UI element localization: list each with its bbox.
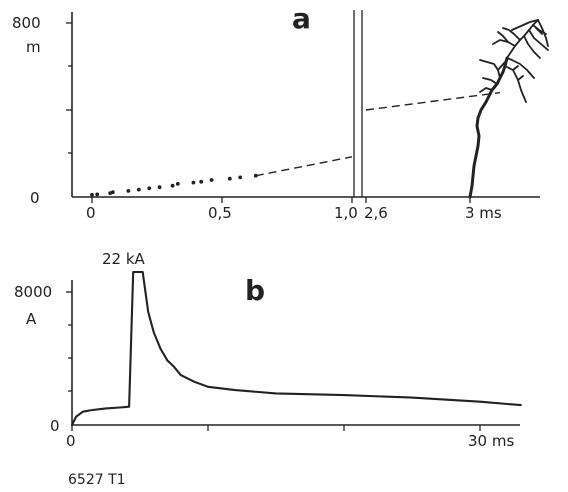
- leader-branch: [497, 31, 509, 43]
- leader-point-13: [227, 176, 232, 181]
- panel-a-xtick-label-3ms: 3 ms: [465, 204, 502, 222]
- leader-point-11: [199, 179, 204, 184]
- leader-branch: [512, 65, 519, 71]
- leader-point-10: [191, 180, 196, 185]
- panel-a-leader-points: [90, 173, 258, 197]
- leader-branch: [482, 77, 498, 85]
- leader-point-7: [157, 185, 162, 190]
- leader-point-3: [110, 190, 115, 195]
- panel-b: b 22 kA 8000 A 0 0 30 ms: [14, 250, 522, 450]
- leader-point-5: [136, 187, 141, 192]
- panel-a-ylabel: m: [26, 38, 41, 56]
- leader-branch: [511, 19, 539, 31]
- leader-point-8: [170, 183, 175, 188]
- panel-a-dashed-extrapolation: [255, 156, 353, 177]
- leader-point-14: [238, 175, 243, 180]
- panel-b-label: b: [245, 274, 265, 307]
- leader-point-6: [147, 186, 152, 191]
- peak-annotation: 22 kA: [102, 250, 146, 268]
- panel-a: a 800 m 0 0 0,5 1,0 2,6 3 ms: [12, 2, 549, 222]
- leader-branch: [479, 59, 501, 79]
- leader-branch: [537, 19, 549, 47]
- panel-a-ytick-label-0: 0: [30, 189, 40, 207]
- leader-branch: [504, 65, 527, 103]
- panel-a-label: a: [292, 2, 311, 35]
- panel-a-ytick-label-800: 800: [12, 14, 41, 32]
- leader-point-0: [90, 192, 94, 197]
- leader-branch: [517, 75, 524, 81]
- panel-a-dashed-link: [365, 91, 501, 111]
- leader-branch: [528, 29, 549, 51]
- leader-branch: [479, 87, 493, 93]
- panel-b-ytick-label-8000: 8000: [14, 283, 52, 301]
- leader-branch: [523, 35, 541, 59]
- current-series-line: [70, 270, 522, 427]
- leader-branch: [497, 61, 506, 71]
- panel-a-xtick-label-0: 0: [86, 204, 96, 222]
- panel-b-xtick-label-30ms: 30 ms: [468, 432, 514, 450]
- leader-point-4: [126, 189, 131, 193]
- panel-a-xtick-label-2-6: 2,6: [364, 204, 388, 222]
- panel-a-xtick-label-0-5: 0,5: [208, 204, 232, 222]
- panel-b-ytick-label-0: 0: [50, 417, 60, 435]
- panel-b-xtick-label-0: 0: [66, 432, 76, 450]
- leader-branch: [506, 57, 535, 79]
- panel-a-xtick-label-1-0: 1,0: [334, 204, 358, 222]
- leader-branch: [502, 27, 521, 41]
- panel-b-ylabel: A: [26, 310, 37, 328]
- leader-point-12: [209, 178, 214, 182]
- leader-branch: [492, 39, 516, 47]
- leader-branch: [535, 27, 543, 35]
- leader-upper-channel: [506, 19, 539, 59]
- leader-point-9: [175, 182, 180, 186]
- leader-channel-drawing: [468, 19, 549, 199]
- figure-caption: 6527 T1: [68, 472, 126, 488]
- leader-point-1: [95, 192, 100, 197]
